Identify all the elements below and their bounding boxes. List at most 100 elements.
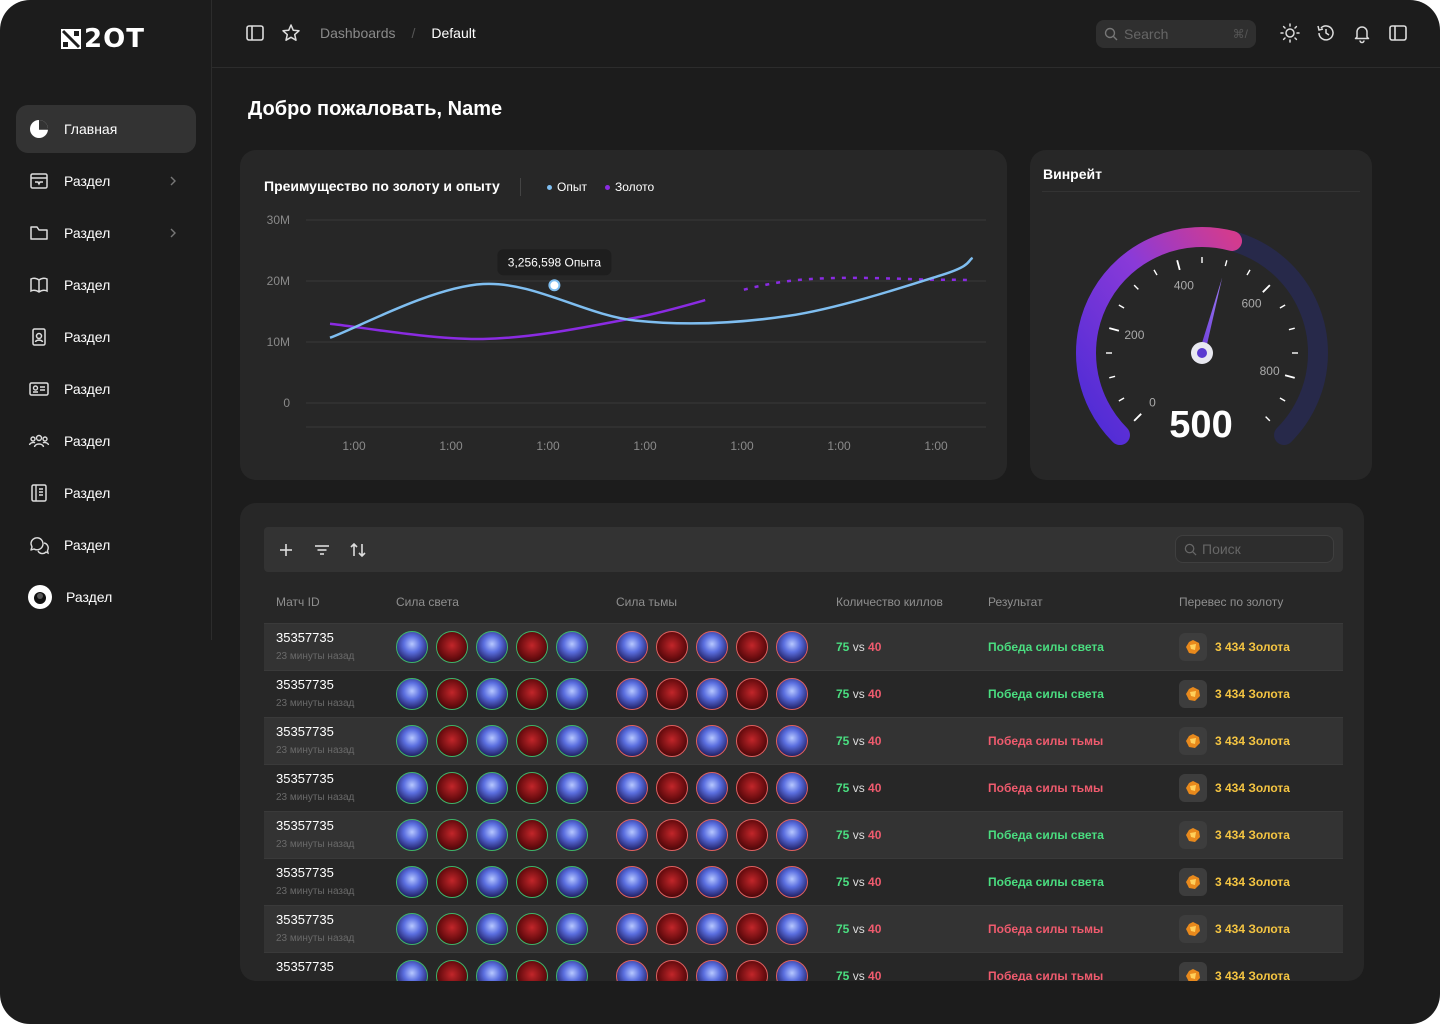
radiant-hero-avatar[interactable] [436,819,468,851]
radiant-hero-avatar[interactable] [476,631,508,663]
radiant-hero-avatar[interactable] [516,631,548,663]
table-search-input[interactable]: Поиск [1175,535,1334,563]
radiant-hero-avatar[interactable] [436,631,468,663]
dire-hero-avatar[interactable] [696,819,728,851]
dire-hero-avatar[interactable] [696,866,728,898]
radiant-hero-avatar[interactable] [516,866,548,898]
sidebar-item-0[interactable]: Главная [16,105,196,153]
radiant-hero-avatar[interactable] [396,960,428,981]
dire-hero-avatar[interactable] [736,819,768,851]
dire-hero-avatar[interactable] [736,725,768,757]
dire-hero-avatar[interactable] [616,913,648,945]
match-id[interactable]: 35357735 [276,818,334,833]
dire-hero-avatar[interactable] [656,960,688,981]
radiant-hero-avatar[interactable] [436,866,468,898]
history-icon[interactable] [1315,22,1337,44]
radiant-hero-avatar[interactable] [436,725,468,757]
search-input[interactable]: Search ⌘/ [1096,20,1256,48]
dire-hero-avatar[interactable] [736,772,768,804]
breadcrumb-current[interactable]: Default [431,25,476,41]
radiant-hero-avatar[interactable] [476,819,508,851]
radiant-hero-avatar[interactable] [516,960,548,981]
radiant-hero-avatar[interactable] [396,678,428,710]
dire-hero-avatar[interactable] [776,960,808,981]
radiant-hero-avatar[interactable] [396,819,428,851]
radiant-hero-avatar[interactable] [396,772,428,804]
sidebar-item-1[interactable]: Раздел [16,157,196,205]
sidebar-profile[interactable]: Раздел [16,573,196,621]
legend-gold[interactable]: Золото [604,180,654,194]
radiant-hero-avatar[interactable] [556,913,588,945]
match-id[interactable]: 35357735 [276,912,334,927]
radiant-hero-avatar[interactable] [396,913,428,945]
radiant-hero-avatar[interactable] [396,725,428,757]
radiant-hero-avatar[interactable] [476,678,508,710]
col-match-id[interactable]: Матч ID [276,595,320,609]
dire-hero-avatar[interactable] [736,678,768,710]
radiant-hero-avatar[interactable] [516,725,548,757]
dire-hero-avatar[interactable] [776,631,808,663]
radiant-hero-avatar[interactable] [516,678,548,710]
dire-hero-avatar[interactable] [696,913,728,945]
radiant-hero-avatar[interactable] [556,960,588,981]
sidebar-item-3[interactable]: Раздел [16,261,196,309]
dire-hero-avatar[interactable] [696,678,728,710]
table-row[interactable]: 35357735 23 минуты назад 75 vs 40 Победа си… [264,623,1343,670]
dire-hero-avatar[interactable] [736,913,768,945]
dire-hero-avatar[interactable] [776,678,808,710]
table-row[interactable]: 35357735 23 минуты назад 75 vs 40 Победа си… [264,764,1343,811]
radiant-hero-avatar[interactable] [556,725,588,757]
sidebar-item-7[interactable]: Раздел [16,469,196,517]
col-dire[interactable]: Сила тьмы [616,595,678,609]
sun-icon[interactable] [1279,22,1301,44]
dire-hero-avatar[interactable] [776,866,808,898]
match-id[interactable]: 35357735 [276,865,334,880]
logo[interactable]: 2OT [60,24,145,54]
match-id[interactable]: 35357735 [276,724,334,739]
sidebar-item-2[interactable]: Раздел [16,209,196,257]
radiant-hero-avatar[interactable] [396,866,428,898]
radiant-hero-avatar[interactable] [516,772,548,804]
radiant-hero-avatar[interactable] [476,960,508,981]
dire-hero-avatar[interactable] [616,678,648,710]
dire-hero-avatar[interactable] [616,866,648,898]
radiant-hero-avatar[interactable] [556,772,588,804]
radiant-hero-avatar[interactable] [436,678,468,710]
match-id[interactable]: 35357735 [276,771,334,786]
dire-hero-avatar[interactable] [656,678,688,710]
dire-hero-avatar[interactable] [736,960,768,981]
col-kills[interactable]: Количество киллов [836,595,943,609]
radiant-hero-avatar[interactable] [476,866,508,898]
dire-hero-avatar[interactable] [736,866,768,898]
legend-xp[interactable]: Опыт [547,180,587,194]
sidebar-item-4[interactable]: Раздел [16,313,196,361]
radiant-hero-avatar[interactable] [436,960,468,981]
dire-hero-avatar[interactable] [656,866,688,898]
radiant-hero-avatar[interactable] [556,678,588,710]
chevron-right-icon[interactable] [168,173,178,189]
col-result[interactable]: Результат [988,595,1043,609]
filter-icon[interactable] [312,540,332,560]
radiant-hero-avatar[interactable] [396,631,428,663]
radiant-hero-avatar[interactable] [476,772,508,804]
table-row[interactable]: 35357735 23 минуты назад 75 vs 40 Победа си… [264,670,1343,717]
dire-hero-avatar[interactable] [696,631,728,663]
dire-hero-avatar[interactable] [656,725,688,757]
table-row[interactable]: 35357735 23 минуты назад 75 vs 40 Победа си… [264,717,1343,764]
match-id[interactable]: 35357735 [276,677,334,692]
panel-toggle-icon[interactable] [1387,22,1409,44]
radiant-hero-avatar[interactable] [476,913,508,945]
sidebar-item-5[interactable]: Раздел [16,365,196,413]
dire-hero-avatar[interactable] [776,772,808,804]
radiant-hero-avatar[interactable] [476,725,508,757]
table-row[interactable]: 35357735 23 минуты назад 75 vs 40 Победа си… [264,858,1343,905]
dire-hero-avatar[interactable] [656,819,688,851]
dire-hero-avatar[interactable] [656,913,688,945]
radiant-hero-avatar[interactable] [436,772,468,804]
col-radiant[interactable]: Сила света [396,595,459,609]
table-row[interactable]: 35357735 23 минуты назад 75 vs 40 Победа си… [264,952,1343,981]
dire-hero-avatar[interactable] [736,631,768,663]
star-icon[interactable] [280,22,302,44]
sidebar-toggle-icon[interactable] [244,22,266,44]
match-id[interactable]: 35357735 [276,959,334,974]
